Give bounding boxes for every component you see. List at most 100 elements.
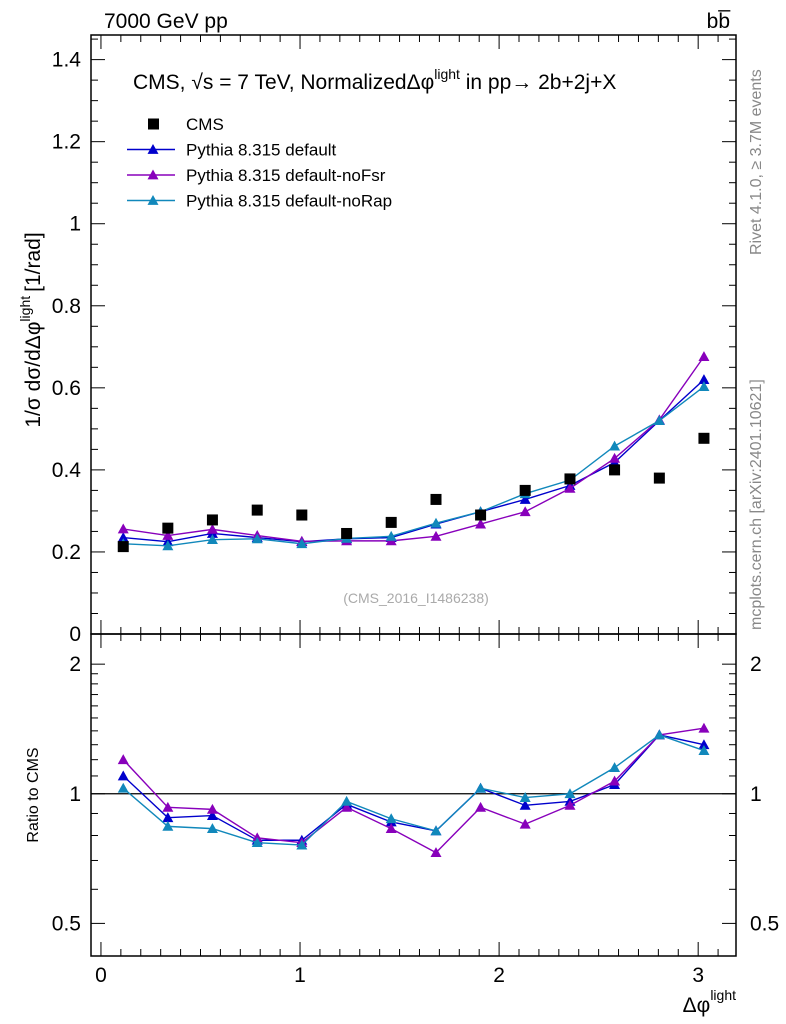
mcplots-label: mcplots.cern.ch [arXiv:2401.10621] — [748, 379, 765, 630]
ratio-point-noRap — [296, 839, 308, 850]
ratio-panel: 0.5 0.5 1 1 2 2 0 1 2 3 Ratio to CMS Δφlight — [25, 633, 779, 1017]
ratio-point-noRap — [653, 729, 665, 740]
ratio-point-noRap — [206, 823, 218, 834]
x-tick-label: 0 — [95, 964, 107, 987]
ratio-y-tick-label-right: 0.5 — [750, 912, 779, 935]
plot-title-sqrt: √s — [191, 71, 213, 94]
ratio-line-default — [122, 734, 705, 841]
ratio-point-noFsr — [564, 799, 576, 810]
ratio-point-noRap — [385, 813, 397, 824]
data-point-noRap — [430, 517, 442, 528]
ratio-y-tick-label-right: 2 — [750, 653, 762, 676]
ratio-y-tick-label-right: 1 — [750, 783, 762, 806]
ratio-point-default — [162, 812, 174, 823]
series-line-default — [123, 379, 705, 543]
data-point-noFsr — [162, 530, 174, 540]
data-point-noRap — [206, 534, 218, 545]
data-point-cms — [564, 473, 576, 485]
y-label-sup: light — [17, 296, 33, 322]
data-point-noFsr — [206, 523, 218, 534]
ratio-point-noFsr — [519, 818, 531, 829]
ratio-point-noRap — [475, 782, 487, 793]
series-line-noFsr — [123, 356, 705, 542]
svg-text:1/σ dσ/dΔφlight[1/rad]: 1/σ dσ/dΔφlight [1/rad] — [17, 232, 45, 427]
ratio-point-noFsr — [117, 754, 129, 765]
ratio-point-noFsr — [162, 801, 174, 812]
main-ticks — [91, 35, 736, 635]
data-point-cms — [251, 504, 263, 516]
y-tick-label: 0.8 — [52, 295, 81, 318]
data-point-default — [698, 374, 710, 385]
y-tick-label: 0 — [69, 623, 81, 646]
main-series-group — [117, 351, 710, 553]
data-point-noFsr — [519, 506, 531, 517]
plot-title-suffix: in pp→ 2b+2j+X — [460, 71, 616, 94]
main-y-axis-label: 1/σ dσ/dΔφlight [1/rad] — [17, 232, 45, 427]
ratio-point-noRap — [519, 792, 531, 802]
y-label-main: 1/σ dσ/dΔφ — [22, 322, 45, 428]
data-point-cms — [609, 464, 621, 476]
x-tick-label: 2 — [493, 964, 505, 987]
y-tick-label: 0.6 — [52, 377, 81, 400]
ratio-point-noFsr — [475, 801, 487, 812]
legend-marker-default — [147, 144, 159, 154]
data-point-cms — [341, 527, 353, 539]
ratio-line-noFsr — [122, 727, 705, 854]
data-point-cms — [117, 541, 129, 553]
data-point-noFsr — [609, 452, 621, 463]
ratio-y-tick-label: 1 — [69, 783, 81, 806]
ratio-point-noRap — [609, 762, 621, 773]
ratio-point-noFsr — [609, 775, 621, 786]
data-point-noFsr — [564, 482, 576, 493]
legend-label: CMS — [186, 115, 224, 134]
ratio-point-noRap — [698, 745, 710, 755]
ratio-point-noRap — [162, 820, 174, 831]
ratio-frame — [90, 633, 737, 957]
x-axis-label: Δφlight — [683, 987, 736, 1017]
data-point-noRap — [162, 540, 174, 551]
ratio-y-axis-label: Ratio to CMS — [25, 747, 42, 842]
ratio-point-noRap — [117, 782, 129, 793]
data-point-noFsr — [430, 530, 442, 541]
ratio-point-default — [206, 810, 218, 820]
ratio-point-noRap — [564, 788, 576, 799]
main-y-tick-labels: 0 0.2 0.4 0.6 0.8 1 1.2 1.4 — [52, 49, 82, 646]
ratio-point-default — [117, 770, 129, 781]
data-point-cms — [698, 432, 710, 444]
legend-label: Pythia 8.315 default — [186, 141, 337, 160]
ratio-y-tick-label: 0.5 — [52, 912, 81, 935]
y-tick-label: 0.4 — [52, 459, 82, 482]
data-point-cms — [519, 484, 531, 496]
ratio-point-noFsr — [341, 801, 353, 812]
legend-marker-noRap — [147, 195, 159, 205]
data-point-cms — [206, 514, 218, 526]
legend-marker-noFsr — [147, 169, 159, 180]
x-label-sup: light — [710, 987, 736, 1003]
main-panel: 0 0.2 0.4 0.6 0.8 1 1.2 1.4 CMS, √s = 7 TeV, No… — [17, 34, 737, 646]
header-right-label: bb̅ — [707, 10, 732, 33]
data-point-cms — [296, 509, 308, 521]
ratio-ticks — [91, 634, 736, 956]
data-point-noRap — [385, 530, 397, 541]
x-tick-labels: 0 1 2 3 — [95, 964, 704, 987]
ratio-series-group — [117, 722, 710, 858]
legend-marker-cms — [148, 118, 159, 130]
data-point-noRap — [296, 538, 308, 549]
x-tick-label: 3 — [692, 964, 704, 987]
y-label-unit: [1/rad] — [22, 232, 45, 292]
data-point-default — [117, 532, 129, 542]
ratio-point-noFsr — [385, 823, 397, 834]
data-point-noRap — [251, 533, 263, 544]
data-point-noFsr — [117, 523, 129, 534]
x-tick-label: 1 — [294, 964, 306, 987]
data-point-cms — [162, 522, 174, 534]
ratio-y-tick-label: 2 — [69, 653, 81, 676]
data-point-noRap — [698, 381, 710, 392]
rivet-label: Rivet 4.1.0, ≥ 3.7M events — [748, 69, 765, 255]
ratio-point-noRap — [251, 837, 263, 848]
y-tick-label: 0.2 — [52, 541, 81, 564]
data-point-noFsr — [475, 518, 487, 529]
legend: CMS Pythia 8.315 default Pythia 8.315 defa… — [127, 115, 392, 211]
series-line-noRap — [123, 386, 705, 547]
